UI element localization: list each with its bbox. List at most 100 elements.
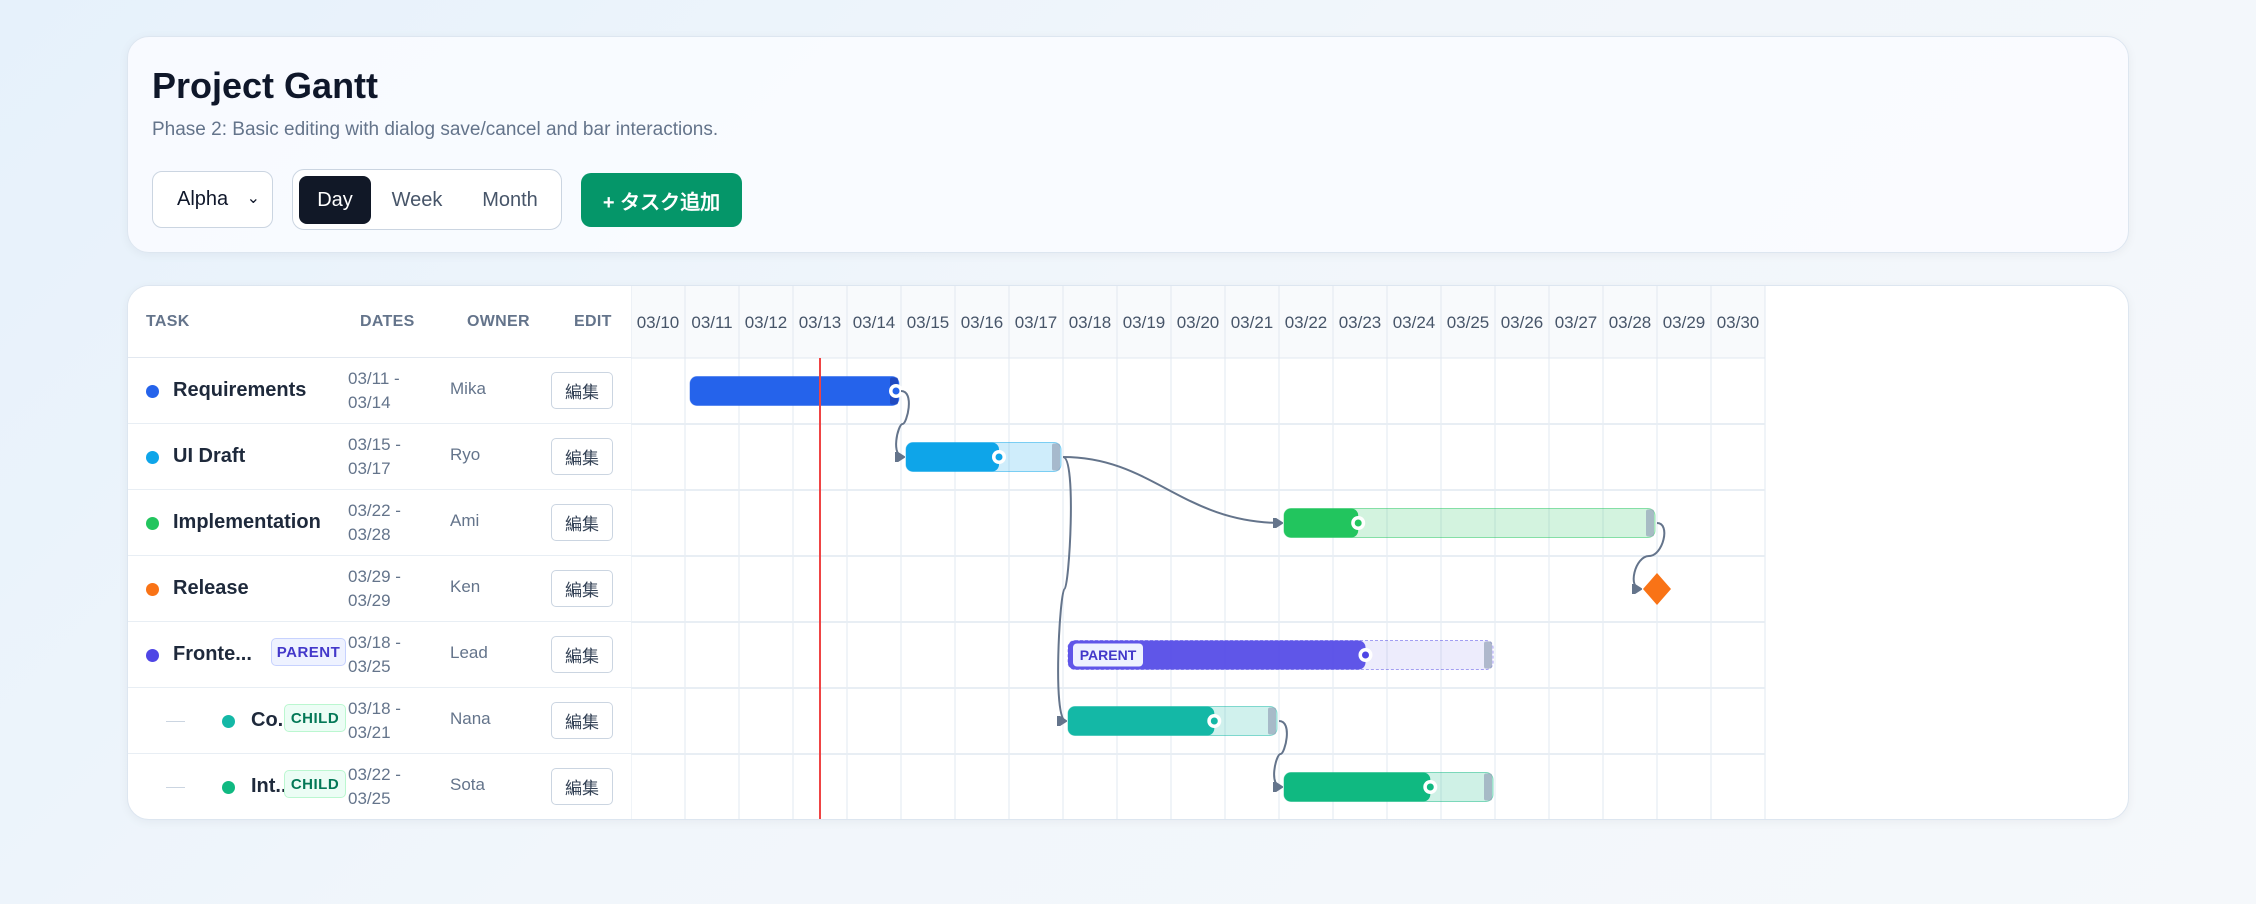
- column-edit: EDIT: [574, 313, 612, 330]
- page-subtitle: Phase 2: Basic editing with dialog save/…: [152, 119, 719, 140]
- chevron-down-icon: ⌄: [246, 190, 260, 207]
- bar-progress: [1284, 772, 1431, 802]
- task-name: Int...: [251, 775, 293, 797]
- bar-progress: [906, 442, 999, 472]
- task-name: Release: [173, 577, 249, 599]
- edit-button[interactable]: 編集: [551, 438, 613, 475]
- edit-button[interactable]: 編集: [551, 504, 613, 541]
- task-row[interactable]: Release 03/29 - 03/29 Ken 編集: [128, 556, 631, 622]
- progress-handle-dot: [995, 453, 1003, 461]
- day-label: 03/23: [1339, 313, 1382, 332]
- task-color-dot: [222, 781, 235, 794]
- bar-progress: [1068, 706, 1215, 736]
- task-start: 03/18 -: [348, 699, 401, 718]
- day-label: 03/26: [1501, 313, 1544, 332]
- day-label: 03/18: [1069, 313, 1112, 332]
- timeline-chart: 03/10 03/11 03/12 03/13 03/14 03/15 03/16 03/17…: [631, 286, 1766, 819]
- task-end: 03/25: [348, 789, 391, 808]
- task-row[interactable]: Implementation 03/22 - 03/28 Ami 編集: [128, 490, 631, 556]
- edit-button[interactable]: 編集: [551, 570, 613, 607]
- task-start: 03/29 -: [348, 567, 401, 586]
- progress-handle-dot: [1210, 717, 1218, 725]
- task-color-dot: [146, 649, 159, 662]
- dependency-arrow[interactable]: [1058, 456, 1072, 721]
- project-select-value: Alpha: [177, 188, 229, 210]
- edit-button[interactable]: 編集: [551, 372, 613, 409]
- day-label: 03/16: [961, 313, 1004, 332]
- resize-handle[interactable]: [1484, 773, 1492, 801]
- child-badge: CHILD: [284, 704, 346, 732]
- task-row[interactable]: Requirements 03/11 - 03/14 Mika 編集: [128, 358, 631, 424]
- task-owner: Sota: [450, 775, 485, 794]
- column-dates: DATES: [360, 313, 415, 330]
- task-name: Requirements: [173, 379, 307, 401]
- resize-handle[interactable]: [1052, 443, 1060, 471]
- task-owner: Nana: [450, 709, 491, 728]
- parent-badge: PARENT: [271, 638, 346, 666]
- task-name: Fronte...: [173, 643, 252, 665]
- dependency-arrow[interactable]: [896, 390, 910, 457]
- edit-button[interactable]: 編集: [551, 768, 613, 805]
- task-bar[interactable]: [1283, 508, 1656, 538]
- task-owner: Mika: [450, 379, 486, 398]
- task-row[interactable]: Int... CHILD 03/22 - 03/25 Sota 編集: [128, 754, 631, 819]
- task-dates: 03/29 - 03/29: [348, 565, 401, 613]
- day-label: 03/10: [637, 313, 680, 332]
- task-color-dot: [146, 385, 159, 398]
- task-end: 03/21: [348, 723, 391, 742]
- view-day-button[interactable]: Day: [299, 176, 371, 224]
- task-color-dot: [146, 517, 159, 530]
- day-label: 03/13: [799, 313, 842, 332]
- day-label: 03/19: [1123, 313, 1166, 332]
- parent-bar-label-bg: [1073, 643, 1143, 667]
- day-label: 03/14: [853, 313, 896, 332]
- day-label: 03/29: [1663, 313, 1706, 332]
- milestone-diamond[interactable]: [1643, 573, 1671, 605]
- column-owner: OWNER: [467, 313, 530, 330]
- dependency-arrow[interactable]: [1634, 522, 1666, 589]
- project-select[interactable]: Alpha ⌄: [152, 171, 273, 228]
- child-connector: [166, 721, 185, 722]
- progress-handle-dot: [892, 387, 900, 395]
- task-row[interactable]: UI Draft 03/15 - 03/17 Ryo 編集: [128, 424, 631, 490]
- child-connector: [166, 787, 185, 788]
- task-dates: 03/15 - 03/17: [348, 433, 401, 481]
- resize-handle[interactable]: [1646, 509, 1654, 537]
- task-name: Implementation: [173, 511, 321, 533]
- dependency-arrow[interactable]: [1274, 720, 1288, 787]
- task-bar[interactable]: PARENT: [1067, 640, 1494, 670]
- task-row[interactable]: Fronte... PARENT 03/18 - 03/25 Lead 編集: [128, 622, 631, 688]
- task-color-dot: [146, 451, 159, 464]
- task-bar[interactable]: [1067, 706, 1278, 736]
- task-end: 03/25: [348, 657, 391, 676]
- task-owner: Ami: [450, 511, 480, 530]
- bar-progress: [690, 376, 899, 406]
- edit-button[interactable]: 編集: [551, 636, 613, 673]
- task-bar[interactable]: [689, 376, 903, 406]
- task-table-header: TASK DATES OWNER EDIT: [128, 286, 631, 358]
- resize-handle[interactable]: [1484, 641, 1492, 669]
- edit-button[interactable]: 編集: [551, 702, 613, 739]
- view-week-button[interactable]: Week: [391, 188, 443, 211]
- task-color-dot: [222, 715, 235, 728]
- day-label: 03/15: [907, 313, 950, 332]
- view-toggle: Day Week Month: [292, 169, 562, 230]
- task-end: 03/17: [348, 459, 391, 478]
- header-card: Project Gantt Phase 2: Basic editing wit…: [127, 36, 2129, 253]
- task-dates: 03/18 - 03/25: [348, 631, 401, 679]
- day-label: 03/22: [1285, 313, 1328, 332]
- task-owner: Ken: [450, 577, 481, 596]
- day-label: 03/11: [691, 313, 732, 332]
- day-label: 03/24: [1393, 313, 1436, 332]
- timeline: 03/10 03/11 03/12 03/13 03/14 03/15 03/16 03/17…: [631, 286, 2128, 819]
- task-list: Requirements 03/11 - 03/14 Mika 編集 UI Draft 03…: [128, 358, 631, 819]
- add-task-button[interactable]: + タスク追加: [581, 173, 742, 227]
- view-month-button[interactable]: Month: [482, 188, 538, 211]
- task-row[interactable]: Co... CHILD 03/18 - 03/21 Nana 編集: [128, 688, 631, 754]
- resize-handle[interactable]: [1268, 707, 1276, 735]
- day-label: 03/30: [1717, 313, 1760, 332]
- task-bar[interactable]: [1283, 772, 1494, 802]
- task-bar[interactable]: [905, 442, 1062, 472]
- task-dates: 03/22 - 03/28: [348, 499, 401, 547]
- dependency-arrow[interactable]: [1062, 456, 1282, 523]
